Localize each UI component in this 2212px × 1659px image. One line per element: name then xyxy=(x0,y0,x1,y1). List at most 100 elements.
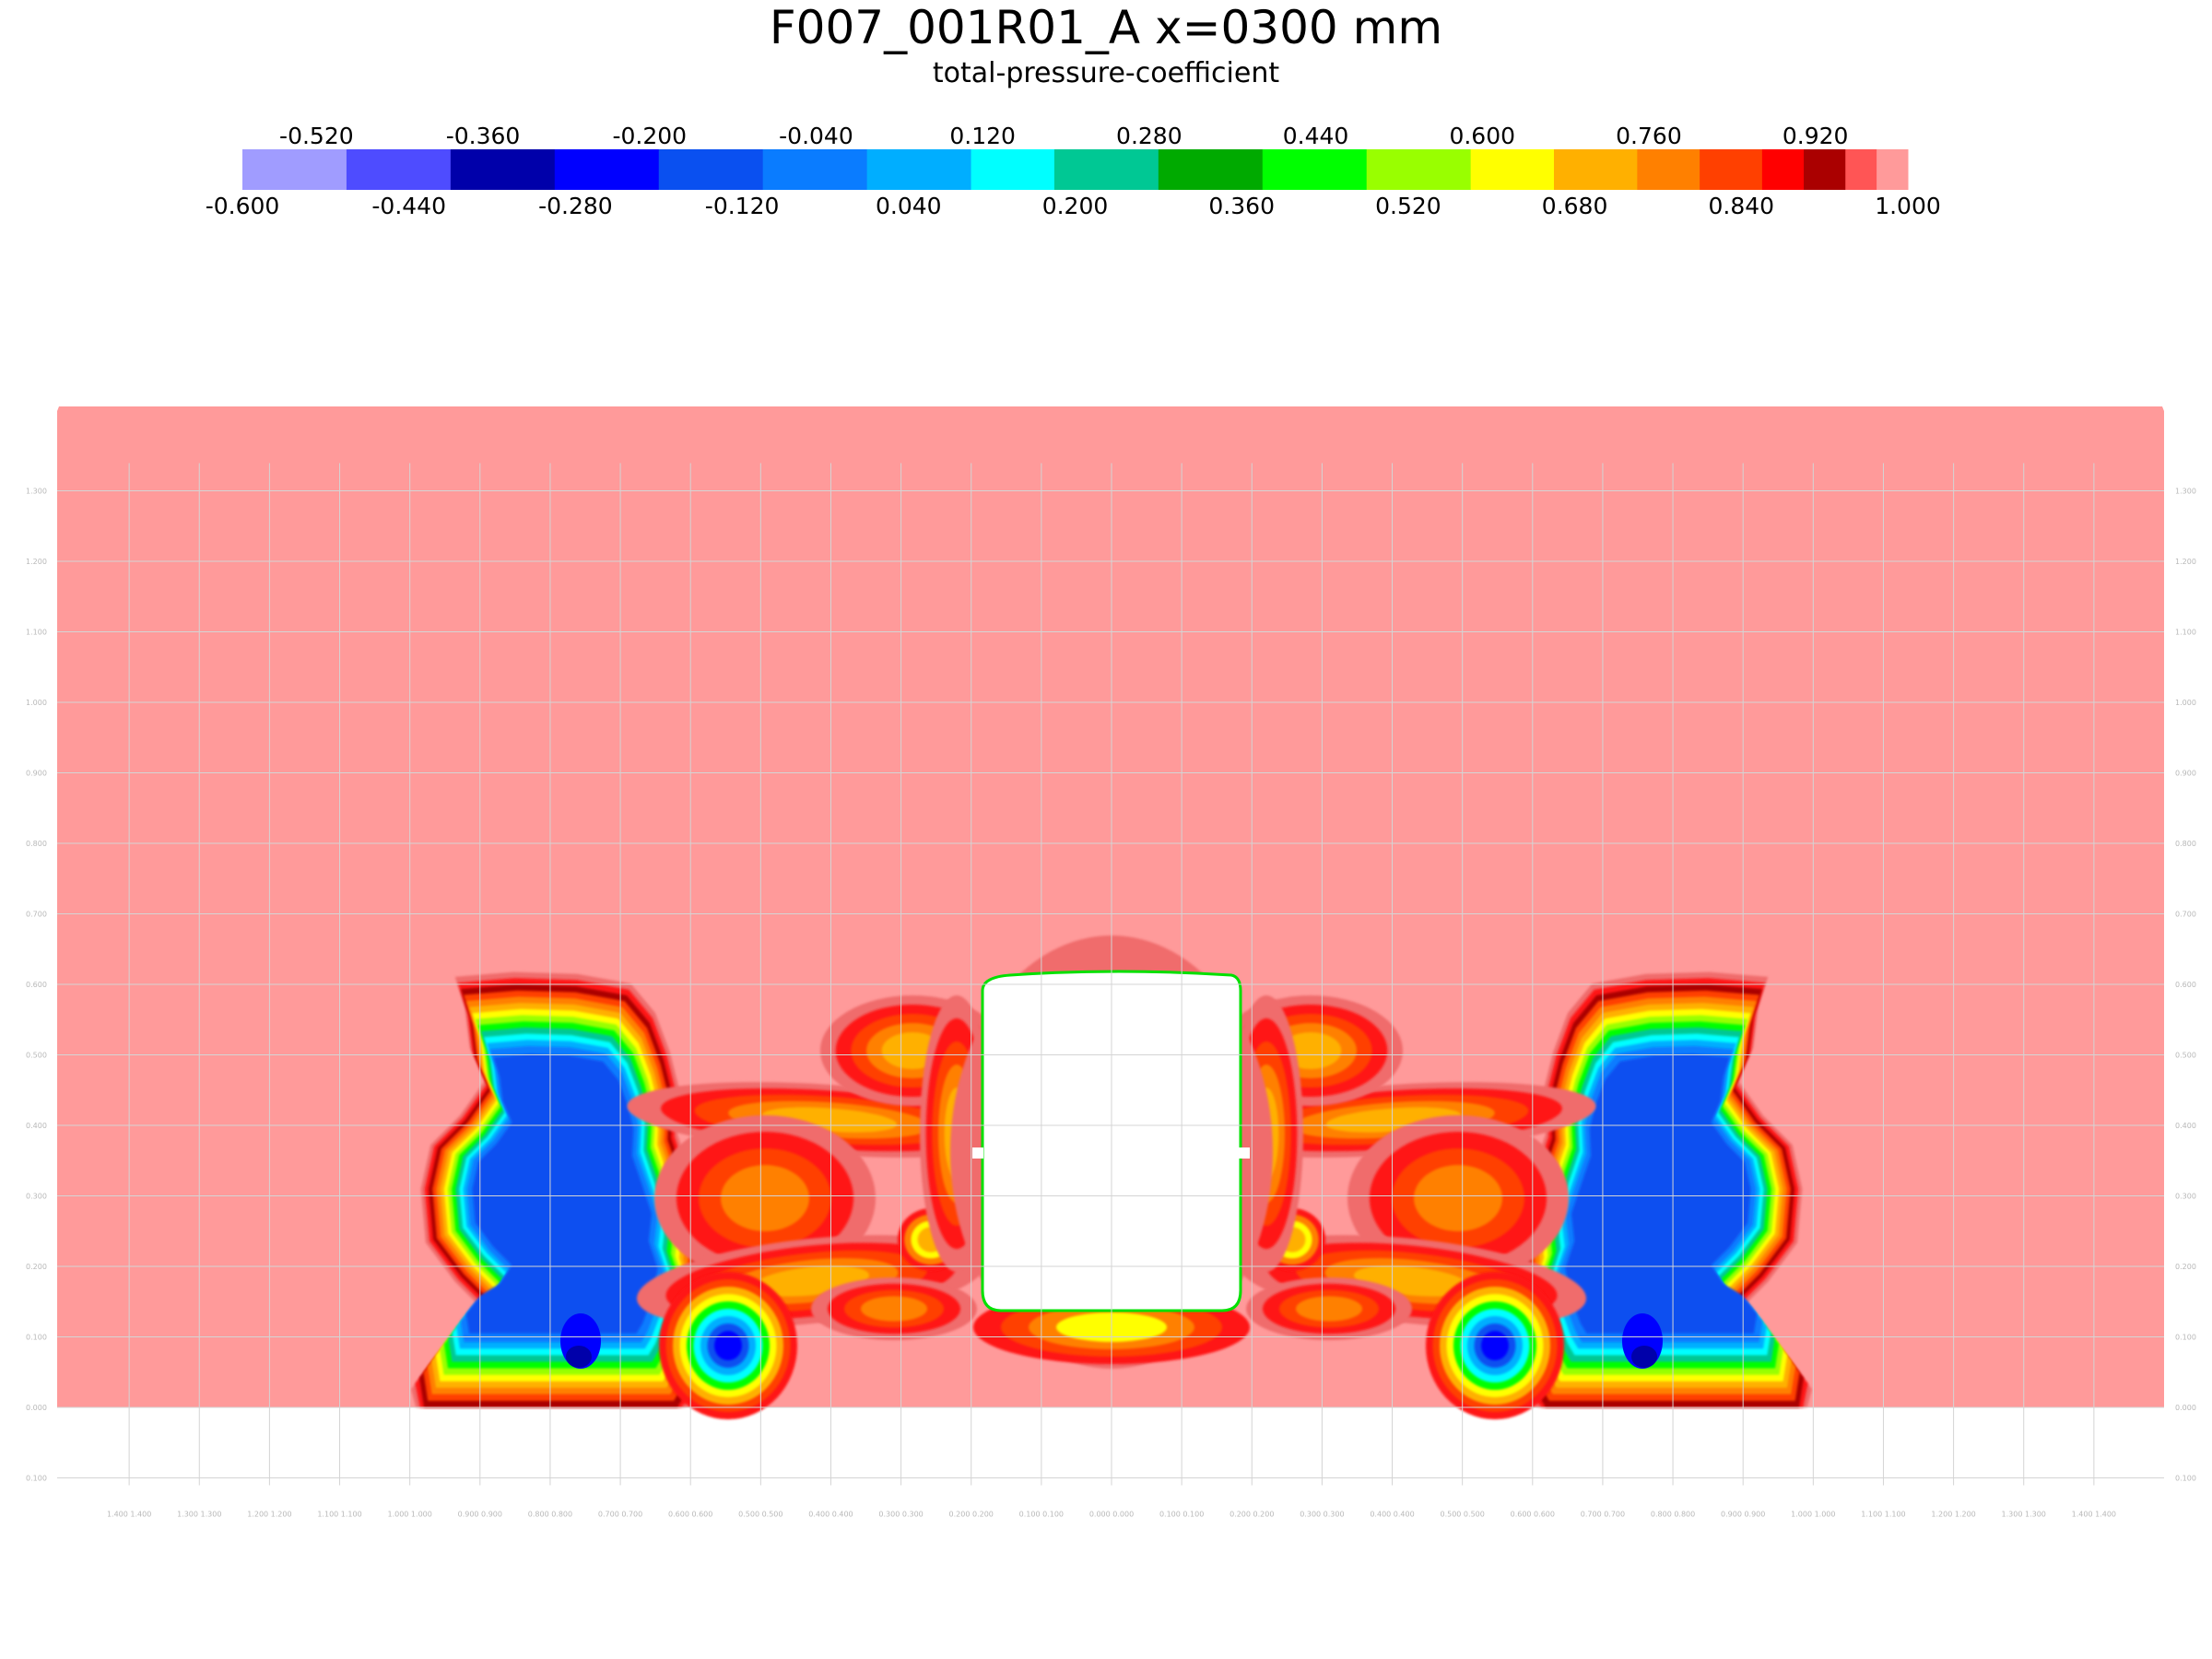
y-tick-label-right: 1.300 xyxy=(2175,488,2196,496)
colorbar-bottom-label: -0.120 xyxy=(705,193,780,219)
wake-contour-left xyxy=(465,1053,658,1334)
colorbar-bottom-label: -0.600 xyxy=(206,193,280,219)
colorbar-top-label: 0.280 xyxy=(1116,123,1182,149)
colorbar-top-label: 0.920 xyxy=(1783,123,1849,149)
x-tick-label: 1.300 1.300 xyxy=(2002,1511,2046,1519)
colorbar-top-label: -0.200 xyxy=(612,123,687,149)
wake-contour-left xyxy=(714,1331,742,1360)
colorbar-band xyxy=(554,149,660,190)
x-tick-label: 1.400 1.400 xyxy=(107,1511,151,1519)
x-tick-label: 1.200 1.200 xyxy=(1931,1511,1975,1519)
y-tick-label-right: 0.100 xyxy=(2175,1475,2196,1483)
x-tick-label: 0.400 0.400 xyxy=(808,1511,853,1519)
body-notch-left xyxy=(972,1147,983,1159)
wake-contour-right xyxy=(1481,1331,1509,1360)
colorbar-bottom-label: 0.520 xyxy=(1375,193,1441,219)
y-tick-label-left: 0.100 xyxy=(26,1475,47,1483)
wake-contour-right xyxy=(1565,1053,1758,1334)
y-tick-label-left: 0.000 xyxy=(26,1404,47,1412)
y-tick-label-left: 1.100 xyxy=(26,629,47,637)
colorbar-band xyxy=(1637,149,1700,190)
y-tick-label-left: 1.000 xyxy=(26,699,47,707)
colorbar-band xyxy=(866,149,972,190)
wake-contour-right xyxy=(1296,1296,1362,1322)
y-tick-label-right: 1.200 xyxy=(2175,558,2196,566)
colorbar-band xyxy=(658,149,764,190)
x-tick-label: 0.600 0.600 xyxy=(668,1511,712,1519)
chart-title: F007_001R01_A x=0300 mm xyxy=(769,1,1443,54)
y-tick-label-right: 0.400 xyxy=(2175,1122,2196,1130)
colorbar-bottom-label: 0.360 xyxy=(1208,193,1275,219)
colorbar-bottom-label: 0.040 xyxy=(876,193,942,219)
y-tick-label-left: 0.500 xyxy=(26,1052,47,1060)
x-tick-label: 1.100 1.100 xyxy=(1861,1511,1905,1519)
y-tick-label-left: 0.800 xyxy=(26,840,47,848)
colorbar-top-label: -0.040 xyxy=(779,123,853,149)
y-tick-label-right: 0.300 xyxy=(2175,1193,2196,1201)
colorbar-band xyxy=(1262,149,1368,190)
colorbar-band xyxy=(1158,149,1264,190)
body-notch-right xyxy=(1239,1147,1250,1159)
colorbar-band xyxy=(450,149,556,190)
y-tick-label-left: 0.200 xyxy=(26,1263,47,1271)
y-tick-label-right: 0.900 xyxy=(2175,770,2196,778)
y-tick-label-right: 0.700 xyxy=(2175,911,2196,919)
colorbar-bottom-label: 0.200 xyxy=(1042,193,1109,219)
y-tick-label-right: 0.500 xyxy=(2175,1052,2196,1060)
colorbar-top-label: 0.760 xyxy=(1616,123,1682,149)
colorbar-band xyxy=(1053,149,1159,190)
colorbar-band xyxy=(242,149,347,190)
x-tick-label: 1.100 1.100 xyxy=(317,1511,361,1519)
x-tick-label: 0.500 0.500 xyxy=(738,1511,782,1519)
colorbar-band xyxy=(1470,149,1555,190)
x-tick-label: 0.800 0.800 xyxy=(528,1511,572,1519)
colorbar-band xyxy=(1877,149,1909,190)
x-tick-label: 0.800 0.800 xyxy=(1651,1511,1695,1519)
colorbar-bottom-label: -0.280 xyxy=(538,193,613,219)
x-tick-label: 0.200 0.200 xyxy=(1230,1511,1274,1519)
y-tick-label-right: 0.100 xyxy=(2175,1334,2196,1342)
colorbar-top-label: 0.120 xyxy=(949,123,1016,149)
y-tick-label-left: 1.200 xyxy=(26,558,47,566)
colorbar-band xyxy=(1366,149,1472,190)
x-tick-label: 1.300 1.300 xyxy=(177,1511,221,1519)
colorbar-band xyxy=(1554,149,1638,190)
y-tick-label-left: 0.400 xyxy=(26,1122,47,1130)
colorbar-bottom-label: 1.000 xyxy=(1875,193,1941,219)
y-tick-label-left: 0.900 xyxy=(26,770,47,778)
y-tick-label-right: 1.000 xyxy=(2175,699,2196,707)
colorbar: -0.520 -0.360 -0.200 -0.040 0.120 0.280 0.440 0… xyxy=(206,123,1941,219)
y-tick-label-right: 0.800 xyxy=(2175,840,2196,848)
wake-contour-right xyxy=(1414,1165,1502,1231)
x-tick-label: 0.500 0.500 xyxy=(1440,1511,1484,1519)
colorbar-top-label: -0.520 xyxy=(279,123,354,149)
x-tick-label: 0.900 0.900 xyxy=(1721,1511,1765,1519)
x-tick-label: 0.400 0.400 xyxy=(1370,1511,1414,1519)
y-tick-label-right: 0.000 xyxy=(2175,1404,2196,1412)
x-tick-label: 0.900 0.900 xyxy=(458,1511,502,1519)
x-tick-label: 1.200 1.200 xyxy=(247,1511,291,1519)
wake-contour-left xyxy=(861,1296,927,1322)
y-tick-label-left: 0.600 xyxy=(26,981,47,989)
x-tick-label: 0.100 0.100 xyxy=(1019,1511,1064,1519)
y-tick-label-left: 0.100 xyxy=(26,1334,47,1342)
x-tick-label: 0.700 0.700 xyxy=(598,1511,642,1519)
colorbar-top-label: -0.360 xyxy=(446,123,521,149)
x-tick-label: 0.000 0.000 xyxy=(1089,1511,1134,1519)
y-tick-label-right: 0.200 xyxy=(2175,1263,2196,1271)
colorbar-bottom-label: 0.840 xyxy=(1709,193,1775,219)
x-tick-label: 0.700 0.700 xyxy=(1581,1511,1625,1519)
wake-core-right xyxy=(1631,1346,1657,1368)
x-tick-label: 0.300 0.300 xyxy=(1300,1511,1344,1519)
x-tick-label: 0.200 0.200 xyxy=(949,1511,994,1519)
colorbar-band xyxy=(971,149,1055,190)
x-tick-label: 0.300 0.300 xyxy=(878,1511,923,1519)
x-tick-label: 1.000 1.000 xyxy=(387,1511,431,1519)
colorbar-band xyxy=(346,149,452,190)
colorbar-bottom-label: -0.440 xyxy=(371,193,446,219)
y-tick-label-right: 1.100 xyxy=(2175,629,2196,637)
colorbar-band xyxy=(762,149,868,190)
colorbar-band xyxy=(1700,149,1763,190)
y-tick-label-left: 0.300 xyxy=(26,1193,47,1201)
